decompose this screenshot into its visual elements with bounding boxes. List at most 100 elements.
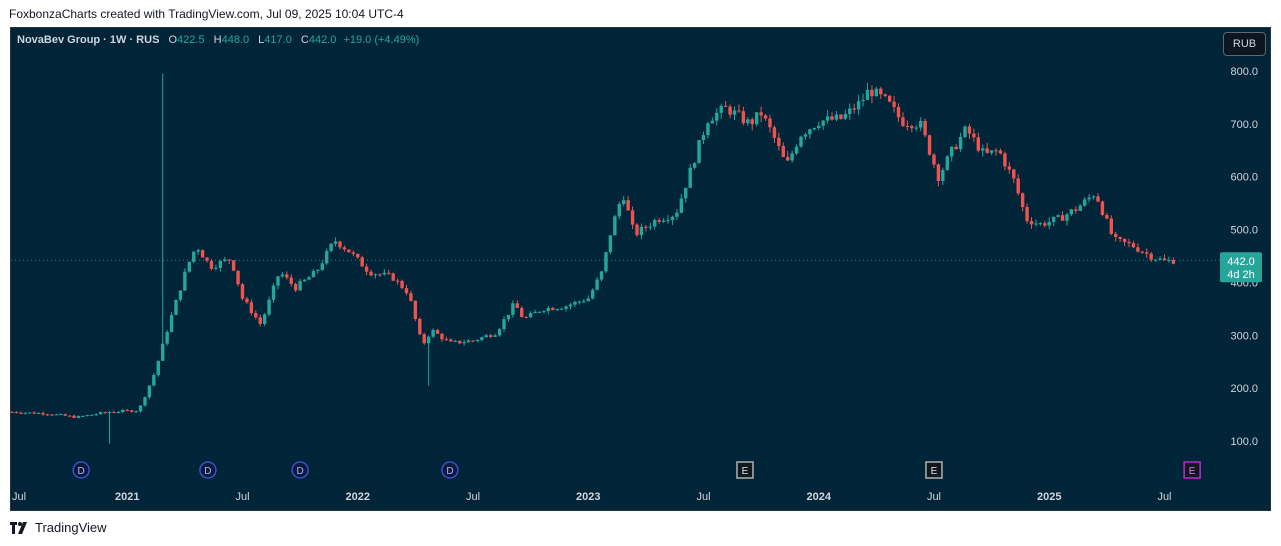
earnings-marker-icon[interactable]: E bbox=[925, 461, 943, 479]
symbol-title[interactable]: NovaBev Group · 1W · RUS bbox=[17, 34, 160, 46]
candle-body bbox=[1158, 258, 1162, 260]
event-marker-label: D bbox=[446, 466, 453, 477]
candle-body bbox=[981, 148, 985, 151]
candle-body bbox=[205, 257, 209, 261]
candle-body bbox=[630, 210, 635, 225]
candle-body bbox=[382, 272, 387, 275]
candle-body bbox=[670, 216, 675, 221]
candle-body bbox=[950, 146, 954, 157]
candle-body bbox=[165, 331, 169, 344]
candle-body bbox=[36, 413, 41, 415]
candle-body bbox=[520, 308, 524, 318]
candle-body bbox=[599, 271, 604, 280]
candle-body bbox=[958, 136, 963, 150]
open-label: O bbox=[168, 34, 178, 46]
currency-button[interactable]: RUB bbox=[1223, 32, 1266, 56]
dividend-marker-icon[interactable]: D bbox=[291, 461, 309, 479]
candle-body bbox=[972, 133, 976, 138]
candle-body bbox=[830, 116, 834, 120]
candle-body bbox=[169, 314, 174, 332]
event-marker-label: E bbox=[931, 466, 938, 477]
candle-body bbox=[1003, 153, 1007, 167]
candle-body bbox=[786, 156, 790, 161]
candle-body bbox=[852, 108, 856, 110]
candle-body bbox=[803, 134, 808, 137]
candle-body bbox=[347, 249, 351, 253]
candle-body bbox=[825, 116, 830, 121]
candle-body bbox=[373, 274, 378, 276]
candle-body bbox=[608, 235, 613, 253]
candle-body bbox=[214, 267, 218, 269]
candle-body bbox=[1029, 221, 1034, 225]
candle-body bbox=[449, 339, 453, 342]
candle-body bbox=[143, 397, 147, 406]
candle-body bbox=[28, 412, 32, 414]
candle-body bbox=[559, 308, 564, 310]
candle-body bbox=[32, 412, 36, 414]
candle-body bbox=[932, 154, 936, 165]
candle-body bbox=[63, 414, 67, 416]
candle-body bbox=[746, 119, 750, 124]
candle-body bbox=[107, 412, 112, 414]
candle-body bbox=[1109, 218, 1113, 234]
candle-body bbox=[1060, 215, 1065, 221]
candle-body bbox=[1131, 243, 1136, 248]
candle-body bbox=[657, 220, 661, 222]
candle-body bbox=[1118, 236, 1122, 239]
x-tick-label: Jul bbox=[466, 491, 480, 503]
y-tick-label: 800.0 bbox=[1230, 66, 1258, 78]
candle-body bbox=[843, 113, 848, 119]
candle-body bbox=[661, 220, 666, 222]
candle-body bbox=[98, 412, 103, 415]
x-tick-label: 2022 bbox=[346, 491, 370, 503]
candle-body bbox=[231, 260, 236, 271]
dividend-marker-icon[interactable]: D bbox=[441, 461, 459, 479]
candle-body bbox=[484, 335, 488, 338]
candle-body bbox=[54, 414, 59, 416]
candle-body bbox=[732, 110, 737, 115]
candle-body bbox=[861, 99, 865, 102]
x-tick-label: 2025 bbox=[1037, 491, 1061, 503]
candle-body bbox=[595, 279, 599, 290]
candle-body bbox=[1087, 197, 1091, 200]
candle-body bbox=[1020, 193, 1025, 208]
candle-body bbox=[121, 410, 125, 412]
candle-body bbox=[666, 220, 670, 222]
candle-body bbox=[271, 285, 276, 300]
candle-body bbox=[196, 250, 200, 252]
candle-body bbox=[307, 277, 311, 280]
candle-body bbox=[59, 414, 63, 416]
candle-body bbox=[892, 101, 896, 108]
earnings-marker-icon[interactable]: E bbox=[1183, 461, 1201, 479]
change-value: +19.0 (+4.49%) bbox=[343, 34, 420, 46]
candle-body bbox=[50, 414, 54, 416]
candle-body bbox=[422, 334, 426, 344]
candle-body bbox=[834, 114, 839, 120]
earnings-marker-icon[interactable]: E bbox=[736, 461, 754, 479]
dividend-marker-icon[interactable]: D bbox=[199, 461, 217, 479]
candle-body bbox=[723, 105, 728, 107]
candle-body bbox=[1043, 223, 1047, 226]
candle-body bbox=[537, 311, 542, 313]
candle-body bbox=[81, 415, 85, 417]
candle-body bbox=[821, 120, 825, 126]
candle-body bbox=[688, 167, 692, 188]
dividend-marker-icon[interactable]: D bbox=[72, 461, 90, 479]
footer-brand[interactable]: TradingView bbox=[10, 520, 107, 535]
candle-body bbox=[989, 150, 994, 153]
candle-body bbox=[302, 279, 307, 282]
candle-body bbox=[555, 309, 559, 311]
candle-body bbox=[564, 306, 568, 309]
candle-body bbox=[493, 335, 497, 337]
candle-body bbox=[138, 405, 143, 412]
candle-body bbox=[236, 270, 240, 285]
candle-body bbox=[1105, 214, 1109, 219]
candle-body bbox=[737, 110, 741, 112]
event-marker-label: E bbox=[1189, 466, 1196, 477]
x-tick-label: Jul bbox=[12, 491, 26, 503]
candle-body bbox=[1025, 207, 1029, 222]
candle-body bbox=[626, 200, 630, 211]
candle-body bbox=[1012, 169, 1016, 179]
candle-body bbox=[954, 146, 958, 150]
